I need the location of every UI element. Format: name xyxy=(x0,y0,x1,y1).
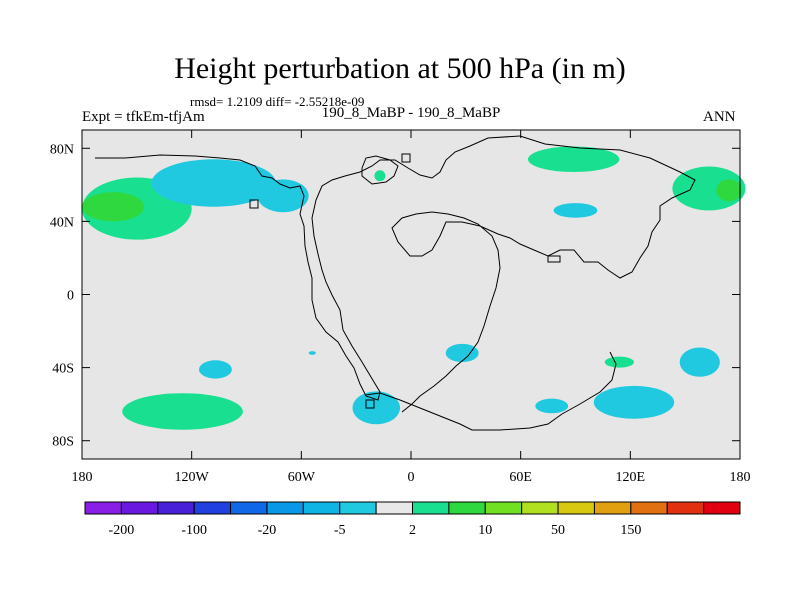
colorbar-box-18 xyxy=(703,501,741,515)
colorbar-label: -5 xyxy=(334,523,346,538)
colorbar-box-5 xyxy=(230,501,268,515)
colorbar-box-1 xyxy=(84,501,122,515)
anomaly-layer xyxy=(82,146,746,430)
colorbar-label: -100 xyxy=(181,523,207,538)
anomaly-negative-9 xyxy=(553,203,598,218)
x-tick-label: 60E xyxy=(509,470,532,485)
colorbar xyxy=(84,501,741,515)
x-tick-label: 0 xyxy=(408,470,415,485)
anomaly-negative-17 xyxy=(535,398,569,414)
y-tick-label: 0 xyxy=(67,289,74,304)
colorbar-box-16 xyxy=(630,501,668,515)
colorbar-label: 2 xyxy=(409,523,416,538)
anomaly-negative-12 xyxy=(308,351,316,355)
axis-ticks xyxy=(81,130,741,459)
colorbar-box-12 xyxy=(484,501,523,515)
x-tick-label: 120E xyxy=(616,470,646,485)
colorbar-box-4 xyxy=(193,501,232,515)
anomaly-negative-16 xyxy=(352,391,401,425)
colorbar-box-8 xyxy=(339,501,377,515)
colorbar-box-2 xyxy=(120,501,159,515)
anomaly-positive-strong-2 xyxy=(82,192,145,222)
coastline-island-1 xyxy=(249,199,259,209)
colorbar-box-15 xyxy=(593,501,632,515)
anomaly-negative-3 xyxy=(151,159,276,207)
axis-tick-labels: 180 120W 60W 0 60E 120E 180 80N 40N 0 40S 80S xyxy=(50,142,751,485)
colorbar-box-17 xyxy=(666,501,705,515)
plot-title: Height perturbation at 500 hPa (in m) xyxy=(174,52,626,85)
x-tick-label: 60W xyxy=(288,470,316,485)
y-tick-label: 80S xyxy=(52,435,74,450)
coastline-island-2 xyxy=(401,153,411,163)
x-tick-label: 120W xyxy=(175,470,210,485)
anomaly-positive-strong-8 xyxy=(716,179,742,202)
colorbar-box-3 xyxy=(157,501,195,515)
case-label: 190_8_MaBP - 190_8_MaBP xyxy=(321,105,501,121)
anomaly-negative-4 xyxy=(257,179,309,213)
experiment-label: Expt = tfkEm-tfjAm xyxy=(82,109,205,125)
coastline-island-3 xyxy=(547,255,561,263)
x-tick-label: 180 xyxy=(730,470,751,485)
anomaly-negative-13 xyxy=(445,343,479,363)
anomaly-negative-18 xyxy=(593,385,675,419)
colorbar-box-14 xyxy=(557,501,595,515)
anomaly-negative-11 xyxy=(198,360,232,379)
colorbar-box-11 xyxy=(448,501,486,515)
y-tick-label: 40S xyxy=(52,362,74,377)
stats-line: rmsd= 1.2109 diff= -2.55218e-09 xyxy=(190,94,365,109)
coastline-eurasia-africa xyxy=(391,135,696,413)
anomaly-positive-5 xyxy=(374,170,386,182)
anomaly-positive-14 xyxy=(604,356,634,368)
colorbar-box-6 xyxy=(266,501,304,515)
colorbar-box-13 xyxy=(521,501,559,515)
x-tick-label: 180 xyxy=(72,470,93,485)
colorbar-box-10 xyxy=(412,501,450,515)
y-tick-label: 80N xyxy=(50,142,74,157)
y-tick-label: 40N xyxy=(50,215,74,230)
colorbar-label: 150 xyxy=(620,523,641,538)
colorbar-box-9 xyxy=(375,501,414,515)
anomaly-positive-6 xyxy=(527,146,620,173)
colorbar-label: -200 xyxy=(109,523,135,538)
coastline-layer xyxy=(95,135,696,431)
coastline-island-4 xyxy=(365,399,375,409)
colorbar-label: 10 xyxy=(478,523,492,538)
season-label: ANN xyxy=(703,109,736,125)
colorbar-box-7 xyxy=(302,501,341,515)
anomaly-positive-10 xyxy=(122,393,243,430)
coastline-greenland xyxy=(361,155,399,185)
anomaly-negative-15 xyxy=(679,347,720,377)
coastline-antarctica xyxy=(364,351,617,431)
colorbar-labels: -200 -100 -20 -5 2 10 50 150 xyxy=(109,523,642,538)
colorbar-label: 50 xyxy=(551,523,565,538)
colorbar-label: -20 xyxy=(258,523,277,538)
